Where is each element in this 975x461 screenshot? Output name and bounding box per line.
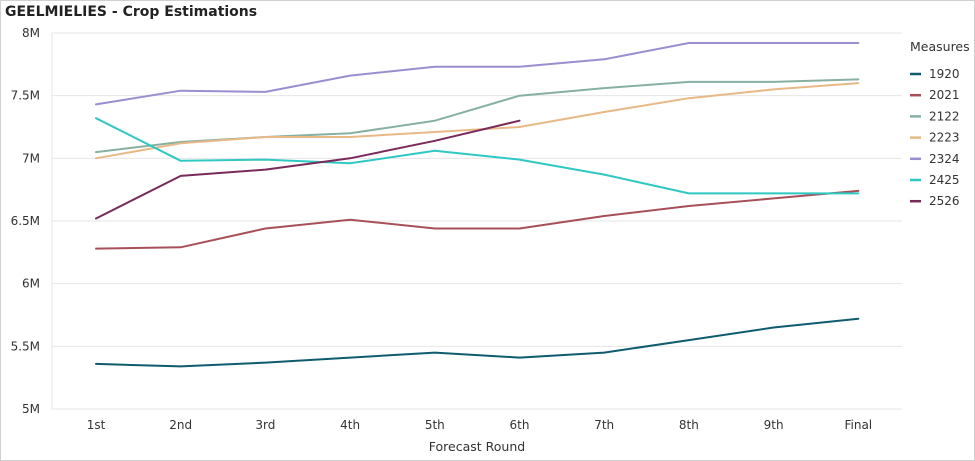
legend-item-1920[interactable]: 1920 [929,67,960,81]
legend-item-2526[interactable]: 2526 [929,194,960,208]
y-tick-label: 7.5M [11,89,40,103]
y-tick-label: 6M [22,277,40,291]
x-tick-label: 2nd [169,418,192,432]
series-line-2223[interactable] [95,82,860,160]
y-tick-label: 7M [22,151,40,165]
x-tick-label: 7th [594,418,614,432]
x-tick-label: 4th [340,418,360,432]
series-lines [95,42,860,368]
legend-item-2223[interactable]: 2223 [929,131,960,145]
x-axis-title: Forecast Round [429,439,525,454]
legend-item-2425[interactable]: 2425 [929,173,960,187]
y-axis-ticks: 5M 5.5M 6M 6.5M 7M 7.5M 8M [11,26,40,416]
legend-item-2122[interactable]: 2122 [929,109,960,123]
x-tick-label: 3rd [255,418,275,432]
x-tick-label: Final [844,418,872,432]
legend-item-2021[interactable]: 2021 [929,88,960,102]
x-axis-ticks: 1st 2nd 3rd 4th 5th 6th 7th 8th 9th Final [87,418,872,432]
y-tick-label: 5M [22,402,40,416]
series-line-2425[interactable] [95,117,860,195]
y-tick-label: 8M [22,26,40,40]
series-line-1920[interactable] [95,317,860,368]
chart-title: GEELMIELIES - Crop Estimations [5,4,258,20]
x-tick-label: 8th [679,418,699,432]
x-tick-label: 5th [425,418,445,432]
x-tick-label: 9th [764,418,784,432]
series-line-2021[interactable] [95,189,860,250]
legend-title: Measures [910,39,970,54]
gridlines [51,32,902,410]
series-line-2324[interactable] [95,42,860,106]
y-tick-label: 5.5M [11,339,40,353]
x-tick-label: 1st [87,418,106,432]
series-line-2526[interactable] [95,119,521,220]
x-tick-label: 6th [510,418,530,432]
legend-item-2324[interactable]: 2324 [929,152,960,166]
legend[interactable]: Measures 1920 2021 2122 2223 2324 2425 2526 [910,39,970,208]
y-tick-label: 6.5M [11,214,40,228]
